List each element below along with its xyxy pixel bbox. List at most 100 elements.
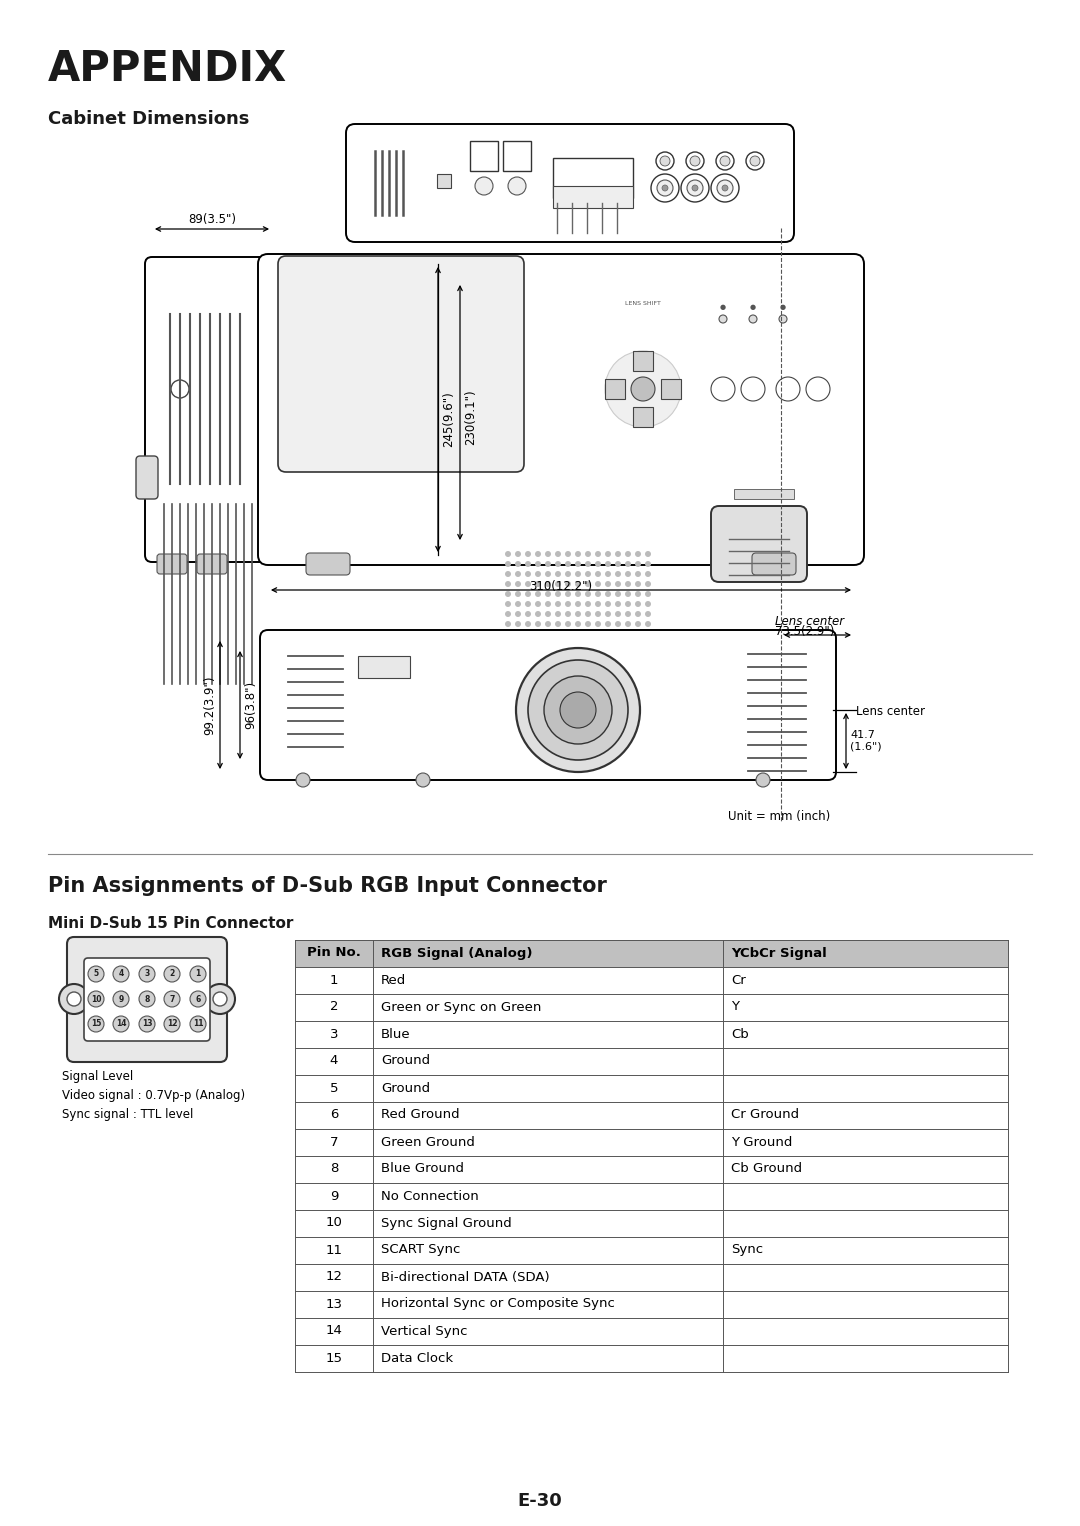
Text: 3: 3: [145, 969, 150, 978]
Circle shape: [585, 652, 591, 658]
Circle shape: [505, 621, 511, 627]
Circle shape: [585, 591, 591, 597]
Circle shape: [635, 551, 642, 557]
Text: No Connection: No Connection: [381, 1189, 478, 1202]
Circle shape: [561, 691, 596, 728]
Circle shape: [416, 774, 430, 787]
Bar: [295, 1344, 1008, 1372]
Circle shape: [692, 185, 698, 191]
Circle shape: [544, 676, 612, 745]
Circle shape: [575, 562, 581, 568]
Circle shape: [555, 591, 561, 597]
Circle shape: [605, 621, 611, 627]
Text: APPENDIX: APPENDIX: [48, 47, 287, 90]
Circle shape: [565, 581, 571, 588]
Circle shape: [595, 601, 600, 607]
Text: 13: 13: [141, 1019, 152, 1029]
Circle shape: [535, 641, 541, 647]
Circle shape: [545, 591, 551, 597]
Bar: [295, 940, 1008, 967]
Circle shape: [535, 571, 541, 577]
FancyBboxPatch shape: [258, 253, 864, 565]
Text: Cr Ground: Cr Ground: [731, 1108, 799, 1122]
Circle shape: [595, 661, 600, 667]
Circle shape: [565, 610, 571, 617]
Circle shape: [575, 591, 581, 597]
Circle shape: [635, 562, 642, 568]
Circle shape: [565, 652, 571, 658]
Text: 7: 7: [170, 995, 175, 1004]
Circle shape: [585, 630, 591, 636]
Circle shape: [515, 581, 521, 588]
FancyBboxPatch shape: [84, 958, 210, 1041]
Circle shape: [535, 591, 541, 597]
Circle shape: [645, 621, 651, 627]
Circle shape: [525, 591, 531, 597]
Circle shape: [720, 156, 730, 166]
Text: 1: 1: [195, 969, 201, 978]
Circle shape: [575, 581, 581, 588]
Circle shape: [605, 351, 681, 427]
Text: Cabinet Dimensions: Cabinet Dimensions: [48, 110, 249, 128]
Circle shape: [645, 601, 651, 607]
Circle shape: [585, 641, 591, 647]
Bar: [295, 1048, 1008, 1074]
Circle shape: [515, 610, 521, 617]
FancyBboxPatch shape: [145, 256, 279, 562]
Circle shape: [595, 562, 600, 568]
Circle shape: [525, 641, 531, 647]
Text: YCbCr Signal: YCbCr Signal: [731, 946, 827, 960]
Circle shape: [296, 774, 310, 787]
Circle shape: [625, 601, 631, 607]
Text: Pin No.: Pin No.: [307, 946, 361, 960]
FancyBboxPatch shape: [197, 554, 227, 574]
Circle shape: [565, 661, 571, 667]
Circle shape: [515, 630, 521, 636]
Circle shape: [585, 551, 591, 557]
Circle shape: [716, 153, 734, 169]
Text: 14: 14: [116, 1019, 126, 1029]
Circle shape: [631, 377, 654, 401]
Circle shape: [139, 966, 156, 983]
Circle shape: [545, 621, 551, 627]
Circle shape: [515, 551, 521, 557]
Circle shape: [555, 601, 561, 607]
Text: 10: 10: [325, 1216, 342, 1230]
Circle shape: [585, 621, 591, 627]
Text: 12: 12: [166, 1019, 177, 1029]
Text: 2: 2: [329, 1001, 338, 1013]
Circle shape: [635, 591, 642, 597]
Circle shape: [690, 156, 700, 166]
Text: 6: 6: [195, 995, 201, 1004]
Text: LENS SHIFT: LENS SHIFT: [625, 301, 661, 307]
Bar: [605, 378, 625, 398]
Circle shape: [545, 630, 551, 636]
Circle shape: [545, 562, 551, 568]
Circle shape: [595, 551, 600, 557]
Circle shape: [535, 601, 541, 607]
Text: E-30: E-30: [517, 1492, 563, 1511]
FancyBboxPatch shape: [136, 456, 158, 499]
Circle shape: [525, 562, 531, 568]
Circle shape: [545, 571, 551, 577]
Bar: [295, 1157, 1008, 1183]
Circle shape: [625, 551, 631, 557]
Circle shape: [645, 641, 651, 647]
Circle shape: [545, 551, 551, 557]
Circle shape: [777, 377, 800, 401]
Circle shape: [625, 571, 631, 577]
Circle shape: [565, 630, 571, 636]
Circle shape: [565, 591, 571, 597]
Bar: [295, 1291, 1008, 1318]
FancyBboxPatch shape: [260, 630, 836, 780]
Circle shape: [645, 581, 651, 588]
Circle shape: [525, 610, 531, 617]
Circle shape: [67, 992, 81, 1006]
Circle shape: [515, 571, 521, 577]
Circle shape: [555, 630, 561, 636]
Text: Cb: Cb: [731, 1027, 748, 1041]
Circle shape: [662, 185, 669, 191]
Circle shape: [625, 641, 631, 647]
Circle shape: [645, 551, 651, 557]
Circle shape: [651, 174, 679, 201]
